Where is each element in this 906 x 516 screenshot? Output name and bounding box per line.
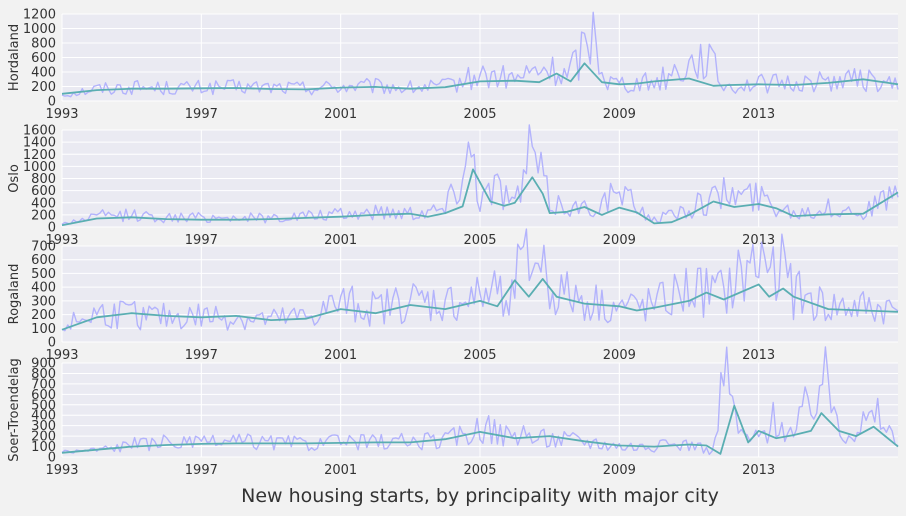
y-axis-label: Oslo xyxy=(7,164,22,193)
y-tick-label: 0 xyxy=(48,451,56,466)
x-tick-label: 1993 xyxy=(45,233,78,248)
y-tick-label: 500 xyxy=(31,398,56,413)
y-tick-label: 600 xyxy=(31,253,56,268)
y-tick-label: 300 xyxy=(31,294,56,309)
x-tick-label: 1997 xyxy=(185,348,218,363)
x-tick-label: 1993 xyxy=(45,348,78,363)
y-tick-label: 100 xyxy=(31,322,56,337)
y-tick-label: 0 xyxy=(48,95,56,110)
raw-series-line xyxy=(61,124,899,225)
y-tick-label: 100 xyxy=(31,440,56,455)
smoothed-series-line xyxy=(61,168,899,227)
x-tick-label: 2001 xyxy=(324,348,357,363)
x-tick-label: 2005 xyxy=(463,348,496,363)
y-tick-label: 400 xyxy=(31,281,56,296)
y-tick-label: 1000 xyxy=(23,22,56,37)
raw-series-line xyxy=(61,228,899,332)
y-tick-label: 800 xyxy=(31,367,56,382)
panel-2: 1993 1997 2001 2005 2009 2013 0100200300400500… xyxy=(7,228,899,363)
x-tick-label: 2009 xyxy=(603,463,636,478)
raw-series-line xyxy=(61,346,899,456)
y-axis-label: Soer-Troendelag xyxy=(7,358,22,462)
y-tick-label: 800 xyxy=(31,37,56,52)
y-tick-label: 400 xyxy=(31,409,56,424)
x-tick-label: 2013 xyxy=(742,463,775,478)
y-tick-label: 1400 xyxy=(23,136,56,151)
y-tick-label: 600 xyxy=(31,388,56,403)
x-tick-label: 1993 xyxy=(45,463,78,478)
x-tick-label: 2013 xyxy=(742,348,775,363)
x-tick-label: 2013 xyxy=(742,233,775,248)
x-tick-label: 2013 xyxy=(742,107,775,122)
y-tick-label: 1200 xyxy=(23,148,56,163)
y-tick-label: 400 xyxy=(31,66,56,81)
y-tick-label: 1600 xyxy=(23,124,56,139)
x-axis-title: New housing starts, by principality with… xyxy=(241,485,719,507)
y-tick-label: 200 xyxy=(31,80,56,95)
panel-3: 1993 1997 2001 2005 2009 2013 0100200300400500… xyxy=(7,346,899,478)
y-tick-label: 300 xyxy=(31,419,56,434)
x-tick-label: 2001 xyxy=(324,107,357,122)
y-tick-label: 900 xyxy=(31,357,56,372)
y-tick-label: 200 xyxy=(31,430,56,445)
y-tick-label: 200 xyxy=(31,308,56,323)
y-axis-label: Rogaland xyxy=(7,264,22,325)
y-tick-label: 700 xyxy=(31,377,56,392)
y-tick-label: 700 xyxy=(31,240,56,255)
smoothed-series-line xyxy=(61,404,899,455)
panel-1: 1993 1997 2001 2005 2009 2013 0200400600800100… xyxy=(7,124,899,248)
y-tick-label: 600 xyxy=(31,184,56,199)
x-tick-label: 1997 xyxy=(185,107,218,122)
y-tick-label: 1200 xyxy=(23,8,56,23)
y-tick-label: 800 xyxy=(31,172,56,187)
x-tick-label: 1993 xyxy=(45,107,78,122)
y-tick-label: 0 xyxy=(48,336,56,351)
x-tick-label: 2001 xyxy=(324,463,357,478)
x-tick-label: 2005 xyxy=(463,463,496,478)
y-tick-label: 400 xyxy=(31,196,56,211)
x-tick-label: 2001 xyxy=(324,233,357,248)
x-tick-label: 2005 xyxy=(463,107,496,122)
x-tick-label: 1997 xyxy=(185,233,218,248)
y-tick-label: 200 xyxy=(31,208,56,223)
panels-layer: 1993 1997 2001 2005 2009 20130200400600800100… xyxy=(7,8,899,478)
y-tick-label: 600 xyxy=(31,51,56,66)
x-tick-label: 2005 xyxy=(463,233,496,248)
x-tick-label: 2009 xyxy=(603,348,636,363)
panel-0: 1993 1997 2001 2005 2009 2013 0200400600800100… xyxy=(7,8,899,122)
raw-series-line xyxy=(61,11,899,98)
y-tick-label: 500 xyxy=(31,267,56,282)
y-tick-label: 0 xyxy=(48,221,56,236)
y-tick-label: 1000 xyxy=(23,160,56,175)
y-axis-label: Hordaland xyxy=(7,24,22,91)
smoothed-series-line xyxy=(61,62,899,95)
x-tick-label: 1997 xyxy=(185,463,218,478)
smoothed-series-line xyxy=(61,278,899,331)
x-tick-label: 2009 xyxy=(603,107,636,122)
x-tick-label: 2009 xyxy=(603,233,636,248)
